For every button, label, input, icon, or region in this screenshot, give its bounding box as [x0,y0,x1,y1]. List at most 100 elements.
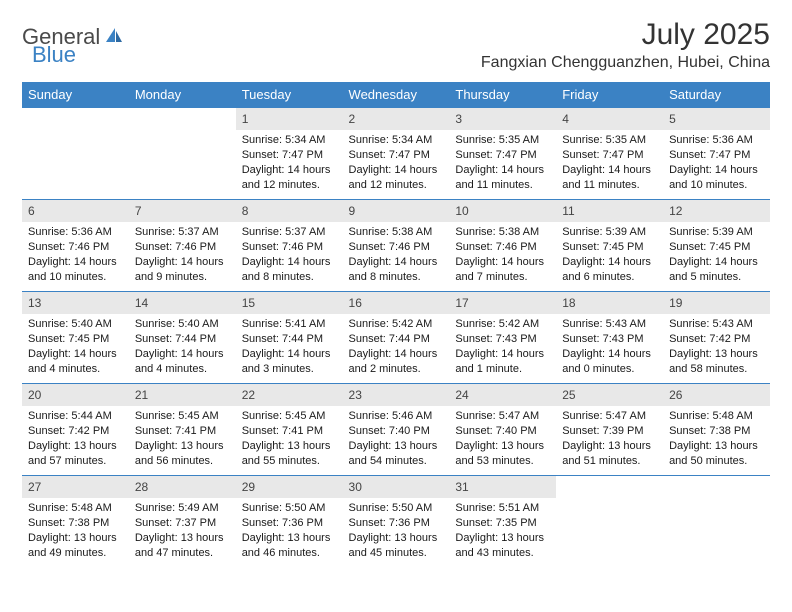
day-body: Sunrise: 5:41 AMSunset: 7:44 PMDaylight:… [236,314,343,380]
calendar-cell: 27Sunrise: 5:48 AMSunset: 7:38 PMDayligh… [22,476,129,568]
day-number: 4 [556,108,663,130]
calendar-cell: 7Sunrise: 5:37 AMSunset: 7:46 PMDaylight… [129,200,236,292]
sunset-line: Sunset: 7:44 PM [135,332,230,347]
sunrise-line: Sunrise: 5:50 AM [242,501,337,516]
sunset-line: Sunset: 7:39 PM [562,424,657,439]
day-body: Sunrise: 5:43 AMSunset: 7:42 PMDaylight:… [663,314,770,380]
day-number: 16 [343,292,450,314]
daylight-line: Daylight: 14 hours and 5 minutes. [669,255,764,285]
sunrise-line: Sunrise: 5:40 AM [135,317,230,332]
sunrise-line: Sunrise: 5:47 AM [455,409,550,424]
sunrise-line: Sunrise: 5:37 AM [242,225,337,240]
weekday-header: Saturday [663,82,770,108]
day-number: 30 [343,476,450,498]
day-number: 14 [129,292,236,314]
daylight-line: Daylight: 13 hours and 46 minutes. [242,531,337,561]
sunset-line: Sunset: 7:36 PM [242,516,337,531]
sunset-line: Sunset: 7:46 PM [135,240,230,255]
day-number: 29 [236,476,343,498]
day-number: 26 [663,384,770,406]
daylight-line: Daylight: 14 hours and 8 minutes. [349,255,444,285]
day-body: Sunrise: 5:43 AMSunset: 7:43 PMDaylight:… [556,314,663,380]
daylight-line: Daylight: 14 hours and 2 minutes. [349,347,444,377]
day-body: Sunrise: 5:39 AMSunset: 7:45 PMDaylight:… [663,222,770,288]
day-body: Sunrise: 5:37 AMSunset: 7:46 PMDaylight:… [236,222,343,288]
day-number: 18 [556,292,663,314]
calendar-cell: 22Sunrise: 5:45 AMSunset: 7:41 PMDayligh… [236,384,343,476]
day-body: Sunrise: 5:36 AMSunset: 7:46 PMDaylight:… [22,222,129,288]
sunrise-line: Sunrise: 5:44 AM [28,409,123,424]
calendar-cell: 23Sunrise: 5:46 AMSunset: 7:40 PMDayligh… [343,384,450,476]
weekday-header: Monday [129,82,236,108]
day-body: Sunrise: 5:45 AMSunset: 7:41 PMDaylight:… [236,406,343,472]
day-number: 9 [343,200,450,222]
day-body: Sunrise: 5:46 AMSunset: 7:40 PMDaylight:… [343,406,450,472]
sunrise-line: Sunrise: 5:45 AM [135,409,230,424]
day-body: Sunrise: 5:48 AMSunset: 7:38 PMDaylight:… [22,498,129,564]
day-number: 1 [236,108,343,130]
weekday-header: Thursday [449,82,556,108]
calendar-cell: 8Sunrise: 5:37 AMSunset: 7:46 PMDaylight… [236,200,343,292]
calendar-cell: 3Sunrise: 5:35 AMSunset: 7:47 PMDaylight… [449,108,556,200]
day-body: Sunrise: 5:38 AMSunset: 7:46 PMDaylight:… [343,222,450,288]
sunrise-line: Sunrise: 5:42 AM [455,317,550,332]
day-number: 19 [663,292,770,314]
daylight-line: Daylight: 14 hours and 4 minutes. [28,347,123,377]
calendar-week-row: 13Sunrise: 5:40 AMSunset: 7:45 PMDayligh… [22,292,770,384]
day-number: 8 [236,200,343,222]
sunrise-line: Sunrise: 5:38 AM [349,225,444,240]
daylight-line: Daylight: 14 hours and 10 minutes. [669,163,764,193]
day-body: Sunrise: 5:37 AMSunset: 7:46 PMDaylight:… [129,222,236,288]
sunset-line: Sunset: 7:47 PM [349,148,444,163]
sunrise-line: Sunrise: 5:43 AM [562,317,657,332]
day-number: 5 [663,108,770,130]
daylight-line: Daylight: 13 hours and 47 minutes. [135,531,230,561]
day-number: 11 [556,200,663,222]
day-number: 22 [236,384,343,406]
calendar-cell: 31Sunrise: 5:51 AMSunset: 7:35 PMDayligh… [449,476,556,568]
sunset-line: Sunset: 7:47 PM [669,148,764,163]
calendar-week-row: 20Sunrise: 5:44 AMSunset: 7:42 PMDayligh… [22,384,770,476]
daylight-line: Daylight: 13 hours and 58 minutes. [669,347,764,377]
day-body: Sunrise: 5:40 AMSunset: 7:45 PMDaylight:… [22,314,129,380]
sunrise-line: Sunrise: 5:39 AM [669,225,764,240]
daylight-line: Daylight: 13 hours and 43 minutes. [455,531,550,561]
calendar-cell: 17Sunrise: 5:42 AMSunset: 7:43 PMDayligh… [449,292,556,384]
calendar-cell: 28 Sunrise: 5:49 AMSunset: 7:37 PMDayligh… [129,476,236,568]
sunset-line: Sunset: 7:38 PM [669,424,764,439]
sunset-line: Sunset: 7:38 PM [28,516,123,531]
sunrise-line: Sunrise: 5:50 AM [349,501,444,516]
weekday-header: Friday [556,82,663,108]
sunrise-line: Sunrise: 5:46 AM [349,409,444,424]
calendar-cell: 2Sunrise: 5:34 AMSunset: 7:47 PMDaylight… [343,108,450,200]
sunset-line: Sunset: 7:36 PM [349,516,444,531]
sunrise-line: Sunrise: 5:34 AM [349,133,444,148]
sunset-line: Sunset: 7:42 PM [28,424,123,439]
calendar-cell: 5Sunrise: 5:36 AMSunset: 7:47 PMDaylight… [663,108,770,200]
day-number: 3 [449,108,556,130]
sunrise-line: Sunrise: 5:35 AM [562,133,657,148]
sunrise-line: Sunrise: 5:51 AM [455,501,550,516]
day-body: Sunrise: 5:42 AMSunset: 7:44 PMDaylight:… [343,314,450,380]
daylight-line: Daylight: 14 hours and 8 minutes. [242,255,337,285]
day-number: 17 [449,292,556,314]
calendar-week-row: 27Sunrise: 5:48 AMSunset: 7:38 PMDayligh… [22,476,770,568]
logo-text-blue: Blue [32,42,76,67]
sunset-line: Sunset: 7:47 PM [562,148,657,163]
sunset-line: Sunset: 7:45 PM [562,240,657,255]
sunset-line: Sunset: 7:41 PM [135,424,230,439]
daylight-line: Daylight: 13 hours and 49 minutes. [28,531,123,561]
sunset-line: Sunset: 7:42 PM [669,332,764,347]
daylight-line: Daylight: 14 hours and 10 minutes. [28,255,123,285]
sunrise-line: Sunrise: 5:49 AM [135,501,230,516]
sunset-line: Sunset: 7:37 PM [135,516,230,531]
calendar-cell: 21Sunrise: 5:45 AMSunset: 7:41 PMDayligh… [129,384,236,476]
calendar-cell [129,108,236,200]
sunrise-line: Sunrise: 5:38 AM [455,225,550,240]
day-number: 28 [129,476,236,498]
day-body: Sunrise: 5:50 AMSunset: 7:36 PMDaylight:… [236,498,343,564]
daylight-line: Daylight: 14 hours and 1 minute. [455,347,550,377]
day-number: 23 [343,384,450,406]
day-number: 24 [449,384,556,406]
sunrise-line: Sunrise: 5:47 AM [562,409,657,424]
